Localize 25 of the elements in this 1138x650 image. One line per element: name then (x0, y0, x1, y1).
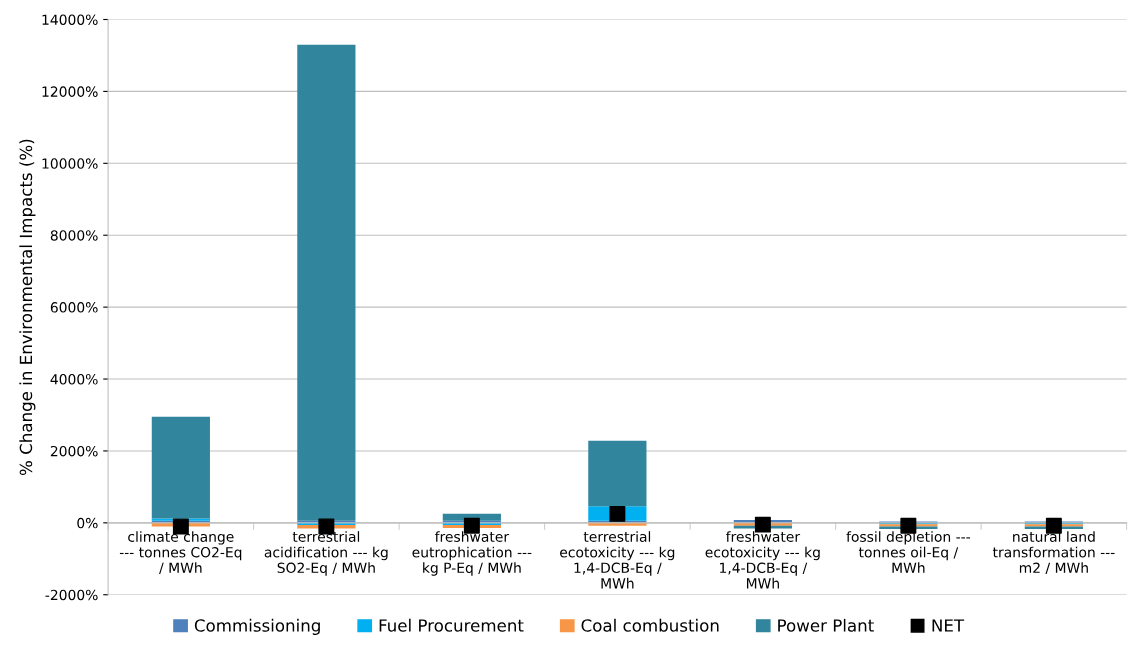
legend-label: Coal combustion (581, 618, 719, 632)
y-tick-label: 4000% (50, 374, 98, 385)
x-tick-label: natural land transformation --- m2 / MWh (992, 531, 1115, 575)
x-tick-label: freshwater eutrophication --- kg P-Eq / MWh (412, 531, 532, 576)
y-tick-label: 2000% (50, 445, 98, 457)
bar (151, 416, 210, 519)
x-tick-label: climate change --- tonnes CO2-Eq / MWh (119, 531, 242, 575)
y-tick-label: 6000% (50, 302, 98, 313)
x-tick-label: terrestrial ecotoxicity --- kg 1,4-DCB-Eq / MWh (560, 531, 675, 589)
y-tick-label: 8000% (50, 230, 98, 241)
legend-label: Commissioning (194, 618, 320, 635)
x-tick-label: fossil depletion --- tonnes oil-Eq / MWh (846, 531, 970, 573)
y-tick-label: 0% (77, 517, 98, 529)
x-tick-label: terrestrial acidification --- kg SO2-Eq / MWh (264, 531, 388, 576)
y-tick-label: 12000% (42, 86, 98, 97)
x-tick-label: freshwater ecotoxicity --- kg 1,4-DCB-Eq / MWh (705, 531, 820, 589)
bar (297, 44, 356, 521)
legend-label: Power Plant (778, 618, 874, 632)
y-tick-label: 14000% (42, 14, 98, 25)
legend-label: NET (932, 619, 965, 632)
legend-label: Fuel Procurement (379, 618, 524, 632)
bar (588, 440, 647, 507)
y-tick-label: 10000% (42, 158, 98, 169)
y-tick-label: -2000% (45, 589, 98, 601)
y-axis-title: % Change in Environmental Impacts (%) (19, 139, 36, 476)
